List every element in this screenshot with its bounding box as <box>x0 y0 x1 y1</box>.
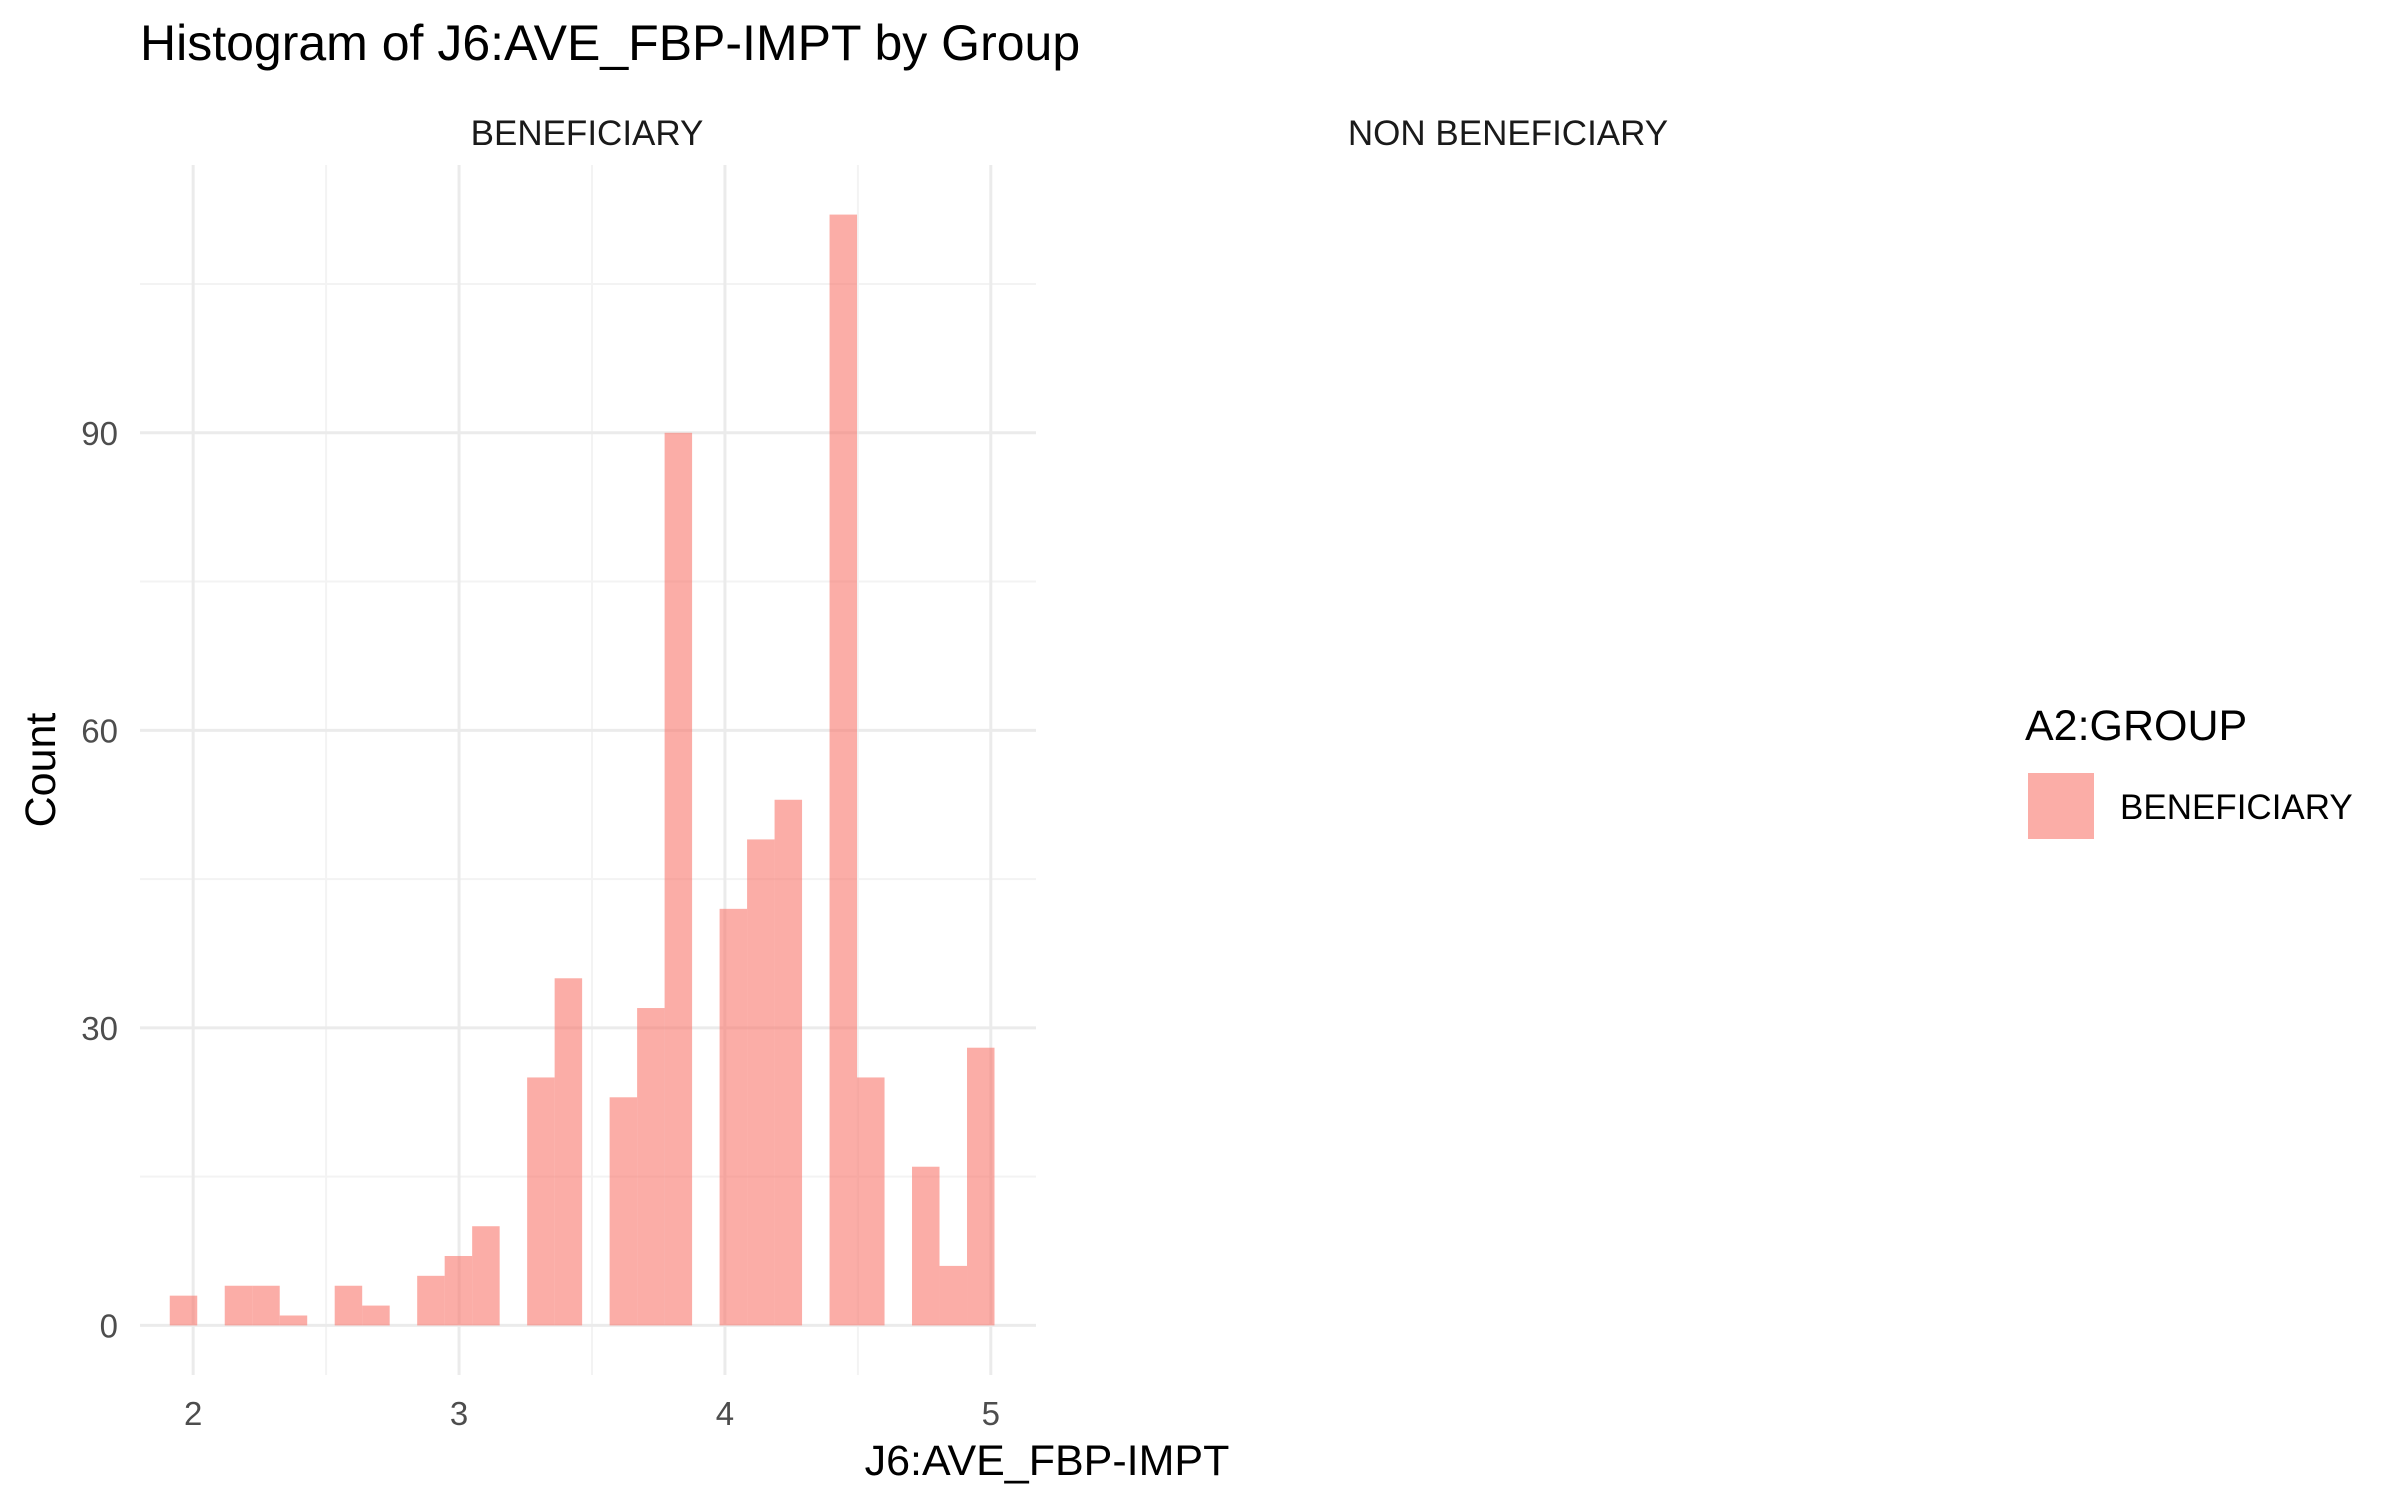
histogram-bar <box>664 432 693 1326</box>
panel-gridlines <box>140 165 1036 1375</box>
x-tick-label: 4 <box>716 1395 734 1432</box>
histogram-bar <box>747 839 775 1326</box>
histogram-bar <box>169 1295 198 1326</box>
strip-label-non-beneficiary: NON BENEFICIARY <box>1348 114 1668 153</box>
histogram-bar <box>829 214 858 1326</box>
legend-label-beneficiary: BENEFICIARY <box>2120 788 2353 827</box>
histogram-bar <box>857 1077 885 1326</box>
histogram-bar <box>774 799 803 1326</box>
histogram-bar <box>609 1097 638 1326</box>
legend-title: A2:GROUP <box>2025 702 2247 750</box>
histogram-bar <box>527 1077 555 1326</box>
x-axis-label: J6:AVE_FBP-IMPT <box>865 1437 1230 1485</box>
legend-key-beneficiary <box>2028 773 2094 839</box>
histogram-bar <box>334 1285 363 1326</box>
y-tick-label: 90 <box>81 415 118 452</box>
histogram-bar <box>939 1265 968 1326</box>
histogram-bar <box>252 1285 280 1326</box>
y-tick-label: 60 <box>81 712 118 749</box>
x-tick-label: 3 <box>450 1395 468 1432</box>
histogram-bar <box>554 978 583 1326</box>
histogram-bar <box>637 1008 665 1326</box>
histogram-bar <box>967 1047 995 1326</box>
histogram-bar <box>224 1285 253 1326</box>
histogram-bar <box>719 908 748 1326</box>
y-tick-labels: 0 30 60 90 <box>81 415 118 1345</box>
histogram-bar <box>279 1315 308 1326</box>
y-tick-label: 30 <box>81 1010 118 1047</box>
strip-label-beneficiary: BENEFICIARY <box>471 114 704 153</box>
histogram-bar <box>417 1275 445 1326</box>
histogram-bars <box>169 214 995 1326</box>
x-tick-label: 2 <box>184 1395 202 1432</box>
histogram-bar <box>472 1226 500 1326</box>
y-tick-label: 0 <box>100 1307 118 1344</box>
y-axis-label: Count <box>17 713 65 828</box>
legend: A2:GROUP BENEFICIARY <box>2025 702 2353 839</box>
histogram-bar <box>362 1305 390 1326</box>
histogram-bar <box>912 1166 940 1326</box>
x-tick-labels: 2 3 4 5 <box>184 1395 1000 1432</box>
chart-title: Histogram of J6:AVE_FBP-IMPT by Group <box>140 15 1080 71</box>
histogram-bar <box>444 1255 473 1326</box>
x-tick-label: 5 <box>982 1395 1000 1432</box>
